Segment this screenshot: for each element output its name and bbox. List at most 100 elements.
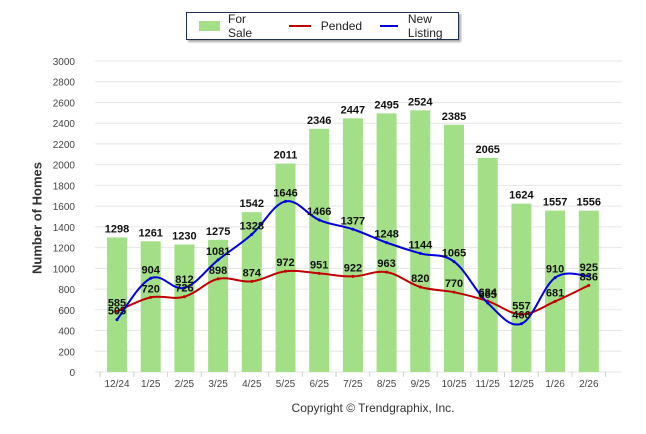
value-label-pended: 684 xyxy=(479,287,498,299)
legend-item-pended[interactable]: Pended xyxy=(288,19,362,33)
value-label-new-listing: 904 xyxy=(142,264,161,276)
for-sale-swatch-icon xyxy=(199,21,221,31)
value-label-new-listing: 466 xyxy=(512,310,530,322)
data-labels: 1298 1261 1230 1275 1542 2011 2346 2447 2495 2524… xyxy=(105,96,601,321)
value-label-pended: 585 xyxy=(108,297,126,309)
legend-item-new-listing[interactable]: New Listing xyxy=(380,12,458,40)
legend-label: For Sale xyxy=(228,12,253,40)
x-tick-label: 12/25 xyxy=(509,379,534,390)
y-tick-label: 400 xyxy=(58,327,75,338)
point-pended xyxy=(317,271,321,275)
point-new-listing xyxy=(284,199,287,203)
point-new-listing xyxy=(149,276,153,280)
bar-for-sale xyxy=(107,237,127,372)
point-pended xyxy=(149,295,153,299)
bar-for-sale xyxy=(275,163,296,372)
legend-item-for-sale[interactable]: For Sale xyxy=(199,12,265,40)
bars xyxy=(107,110,599,372)
point-pended xyxy=(519,312,523,316)
value-label-pended: 951 xyxy=(310,259,328,271)
value-label-pended: 963 xyxy=(377,258,395,270)
x-tick-label: 3/25 xyxy=(208,379,228,390)
point-new-listing xyxy=(317,218,321,222)
x-tick-label: 8/25 xyxy=(377,379,397,390)
bar-for-sale xyxy=(208,239,229,372)
value-label-pended: 681 xyxy=(546,287,564,299)
x-tick-label: 5/25 xyxy=(276,379,296,390)
point-new-listing xyxy=(182,286,186,290)
bar-for-sale xyxy=(477,157,498,372)
y-tick-label: 1000 xyxy=(53,264,76,275)
point-new-listing xyxy=(351,227,355,231)
value-label-pended: 874 xyxy=(243,267,262,279)
bar-value-label: 2385 xyxy=(442,111,466,123)
bar-for-sale xyxy=(241,212,262,372)
new-listing-line-icon xyxy=(380,25,398,27)
x-tick-label: 2/25 xyxy=(175,379,195,390)
point-new-listing xyxy=(385,241,389,245)
value-label-new-listing: 910 xyxy=(546,264,564,276)
y-tick-label: 1600 xyxy=(53,202,76,213)
value-label-new-listing: 1377 xyxy=(341,215,365,227)
bar-value-label: 2447 xyxy=(341,104,365,116)
point-pended xyxy=(385,270,389,274)
bar-for-sale xyxy=(174,244,195,372)
value-label-new-listing: 1646 xyxy=(273,187,297,199)
bar-for-sale xyxy=(444,124,464,372)
value-label-pended: 820 xyxy=(411,273,429,285)
value-label-pended: 557 xyxy=(512,300,530,312)
value-label-new-listing: 925 xyxy=(580,262,598,274)
bar-value-label: 2065 xyxy=(475,144,499,156)
bar-for-sale xyxy=(578,210,599,372)
x-tick-label: 10/25 xyxy=(441,379,466,390)
x-tick-label: 11/25 xyxy=(476,379,501,390)
value-label-pended: 836 xyxy=(580,271,598,283)
point-pended xyxy=(216,277,220,281)
point-pended xyxy=(553,299,557,303)
point-new-listing xyxy=(452,260,456,264)
value-label-new-listing: 1248 xyxy=(374,229,398,241)
x-tick-label: 1/26 xyxy=(545,379,565,390)
x-tick-label: 1/25 xyxy=(141,379,161,390)
value-label-pended: 922 xyxy=(344,262,362,274)
y-tick-label: 2400 xyxy=(53,119,76,130)
point-new-listing xyxy=(587,274,591,278)
point-new-listing xyxy=(418,251,422,255)
bar-for-sale xyxy=(140,241,161,372)
point-pended xyxy=(182,295,186,299)
value-label-new-listing: 505 xyxy=(108,306,126,318)
bar-value-label: 2346 xyxy=(307,115,331,127)
bar-value-label: 2011 xyxy=(274,150,298,162)
y-tick-label: 200 xyxy=(58,347,75,358)
point-new-listing xyxy=(216,258,220,262)
x-tick-label: 12/24 xyxy=(104,379,129,390)
bar-value-label: 1298 xyxy=(105,223,129,235)
bar-value-label: 1261 xyxy=(138,227,162,239)
copyright: Copyright © Trendgraphix, Inc. xyxy=(291,401,455,415)
y-tick-label: 800 xyxy=(58,285,75,296)
value-label-new-listing: 812 xyxy=(175,274,193,286)
x-tick-label: 4/25 xyxy=(242,379,262,390)
value-label-pended: 720 xyxy=(142,283,160,295)
value-label-new-listing: 665 xyxy=(479,289,497,301)
point-pended xyxy=(452,290,456,294)
point-new-listing xyxy=(115,318,119,322)
bar-value-label: 1624 xyxy=(509,190,534,202)
point-new-listing xyxy=(553,276,557,280)
x-tick-label: 6/25 xyxy=(309,379,329,390)
bar-for-sale xyxy=(342,118,363,372)
point-pended xyxy=(587,283,591,287)
bar-value-label: 1542 xyxy=(240,198,264,210)
y-tick-label: 1400 xyxy=(53,223,76,234)
value-label-new-listing: 1466 xyxy=(307,206,331,218)
x-tick-label: 7/25 xyxy=(343,379,363,390)
point-new-listing xyxy=(519,322,523,326)
bar-for-sale xyxy=(545,210,566,372)
value-label-new-listing: 1081 xyxy=(206,246,230,258)
value-label-new-listing: 1065 xyxy=(442,248,466,260)
value-label-pended: 898 xyxy=(209,265,227,277)
y-tick-label: 2200 xyxy=(53,140,76,151)
y-tick-label: 1200 xyxy=(53,244,76,255)
lines xyxy=(115,199,591,326)
